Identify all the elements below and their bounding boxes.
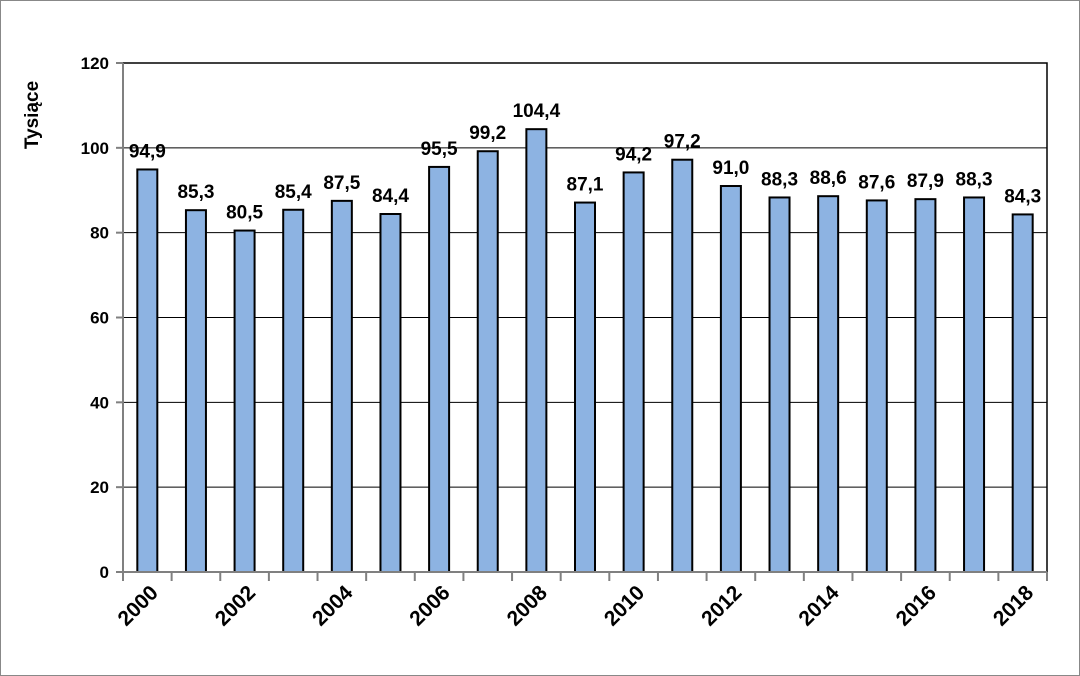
y-tick-label: 20: [90, 478, 109, 497]
x-tick-label: 2016: [892, 581, 941, 630]
data-label: 87,9: [907, 171, 944, 192]
data-label: 87,1: [567, 175, 604, 196]
data-label: 88,3: [761, 169, 798, 190]
data-label: 84,4: [372, 186, 409, 207]
bar-2011: [671, 158, 694, 574]
data-label: 97,2: [664, 132, 701, 153]
bar-2016: [914, 198, 937, 573]
y-tick-label: 60: [90, 309, 109, 328]
bar-2014: [817, 195, 840, 574]
data-label: 87,6: [858, 172, 895, 193]
data-label: 87,5: [323, 173, 360, 194]
data-label: 88,6: [810, 168, 847, 189]
bar-2006: [428, 165, 451, 573]
data-label: 88,3: [956, 169, 993, 190]
y-tick-label: 80: [90, 224, 109, 243]
bar-2009: [574, 201, 596, 573]
x-tick-label: 2018: [989, 581, 1039, 631]
data-label: 95,5: [421, 139, 458, 160]
bar-2017: [963, 196, 986, 573]
data-label: 85,4: [275, 182, 312, 203]
data-label: 80,5: [226, 203, 263, 224]
data-label: 99,2: [469, 123, 506, 144]
bar-2001: [184, 209, 207, 574]
bar-2015: [865, 199, 888, 573]
data-label: 84,3: [1004, 186, 1041, 207]
data-label: 94,9: [129, 141, 166, 162]
x-tick-label: 2006: [405, 581, 454, 630]
data-label: 104,4: [513, 101, 561, 122]
bar-2003: [282, 208, 305, 574]
y-tick-label: 100: [81, 139, 109, 158]
x-tick-label: 2008: [503, 581, 553, 631]
x-tick-label: 2004: [308, 581, 358, 631]
y-axis-title: Tysiące: [22, 81, 43, 149]
x-tick-label: 2000: [114, 581, 163, 630]
data-label: 91,0: [712, 158, 749, 179]
data-label: 94,2: [615, 144, 652, 165]
bar-2002: [233, 229, 256, 573]
y-tick-label: 120: [81, 54, 109, 73]
x-tick-label: 2014: [794, 581, 844, 631]
y-tick-label: 40: [90, 393, 109, 412]
bar-2000: [136, 168, 159, 574]
y-tick-label: 0: [100, 563, 109, 582]
bar-2012: [719, 185, 742, 573]
x-tick-label: 2002: [211, 581, 260, 630]
data-label: 85,3: [177, 182, 214, 203]
bar-2005: [379, 213, 402, 573]
bar-2013: [768, 196, 791, 573]
bar-2010: [622, 171, 645, 573]
bar-2018: [1011, 213, 1034, 574]
x-tick-label: 2012: [697, 581, 746, 630]
bar-2008: [525, 128, 548, 573]
x-tick-label: 2010: [600, 581, 649, 630]
bar-2004: [330, 199, 353, 574]
bar-2007: [476, 150, 499, 574]
